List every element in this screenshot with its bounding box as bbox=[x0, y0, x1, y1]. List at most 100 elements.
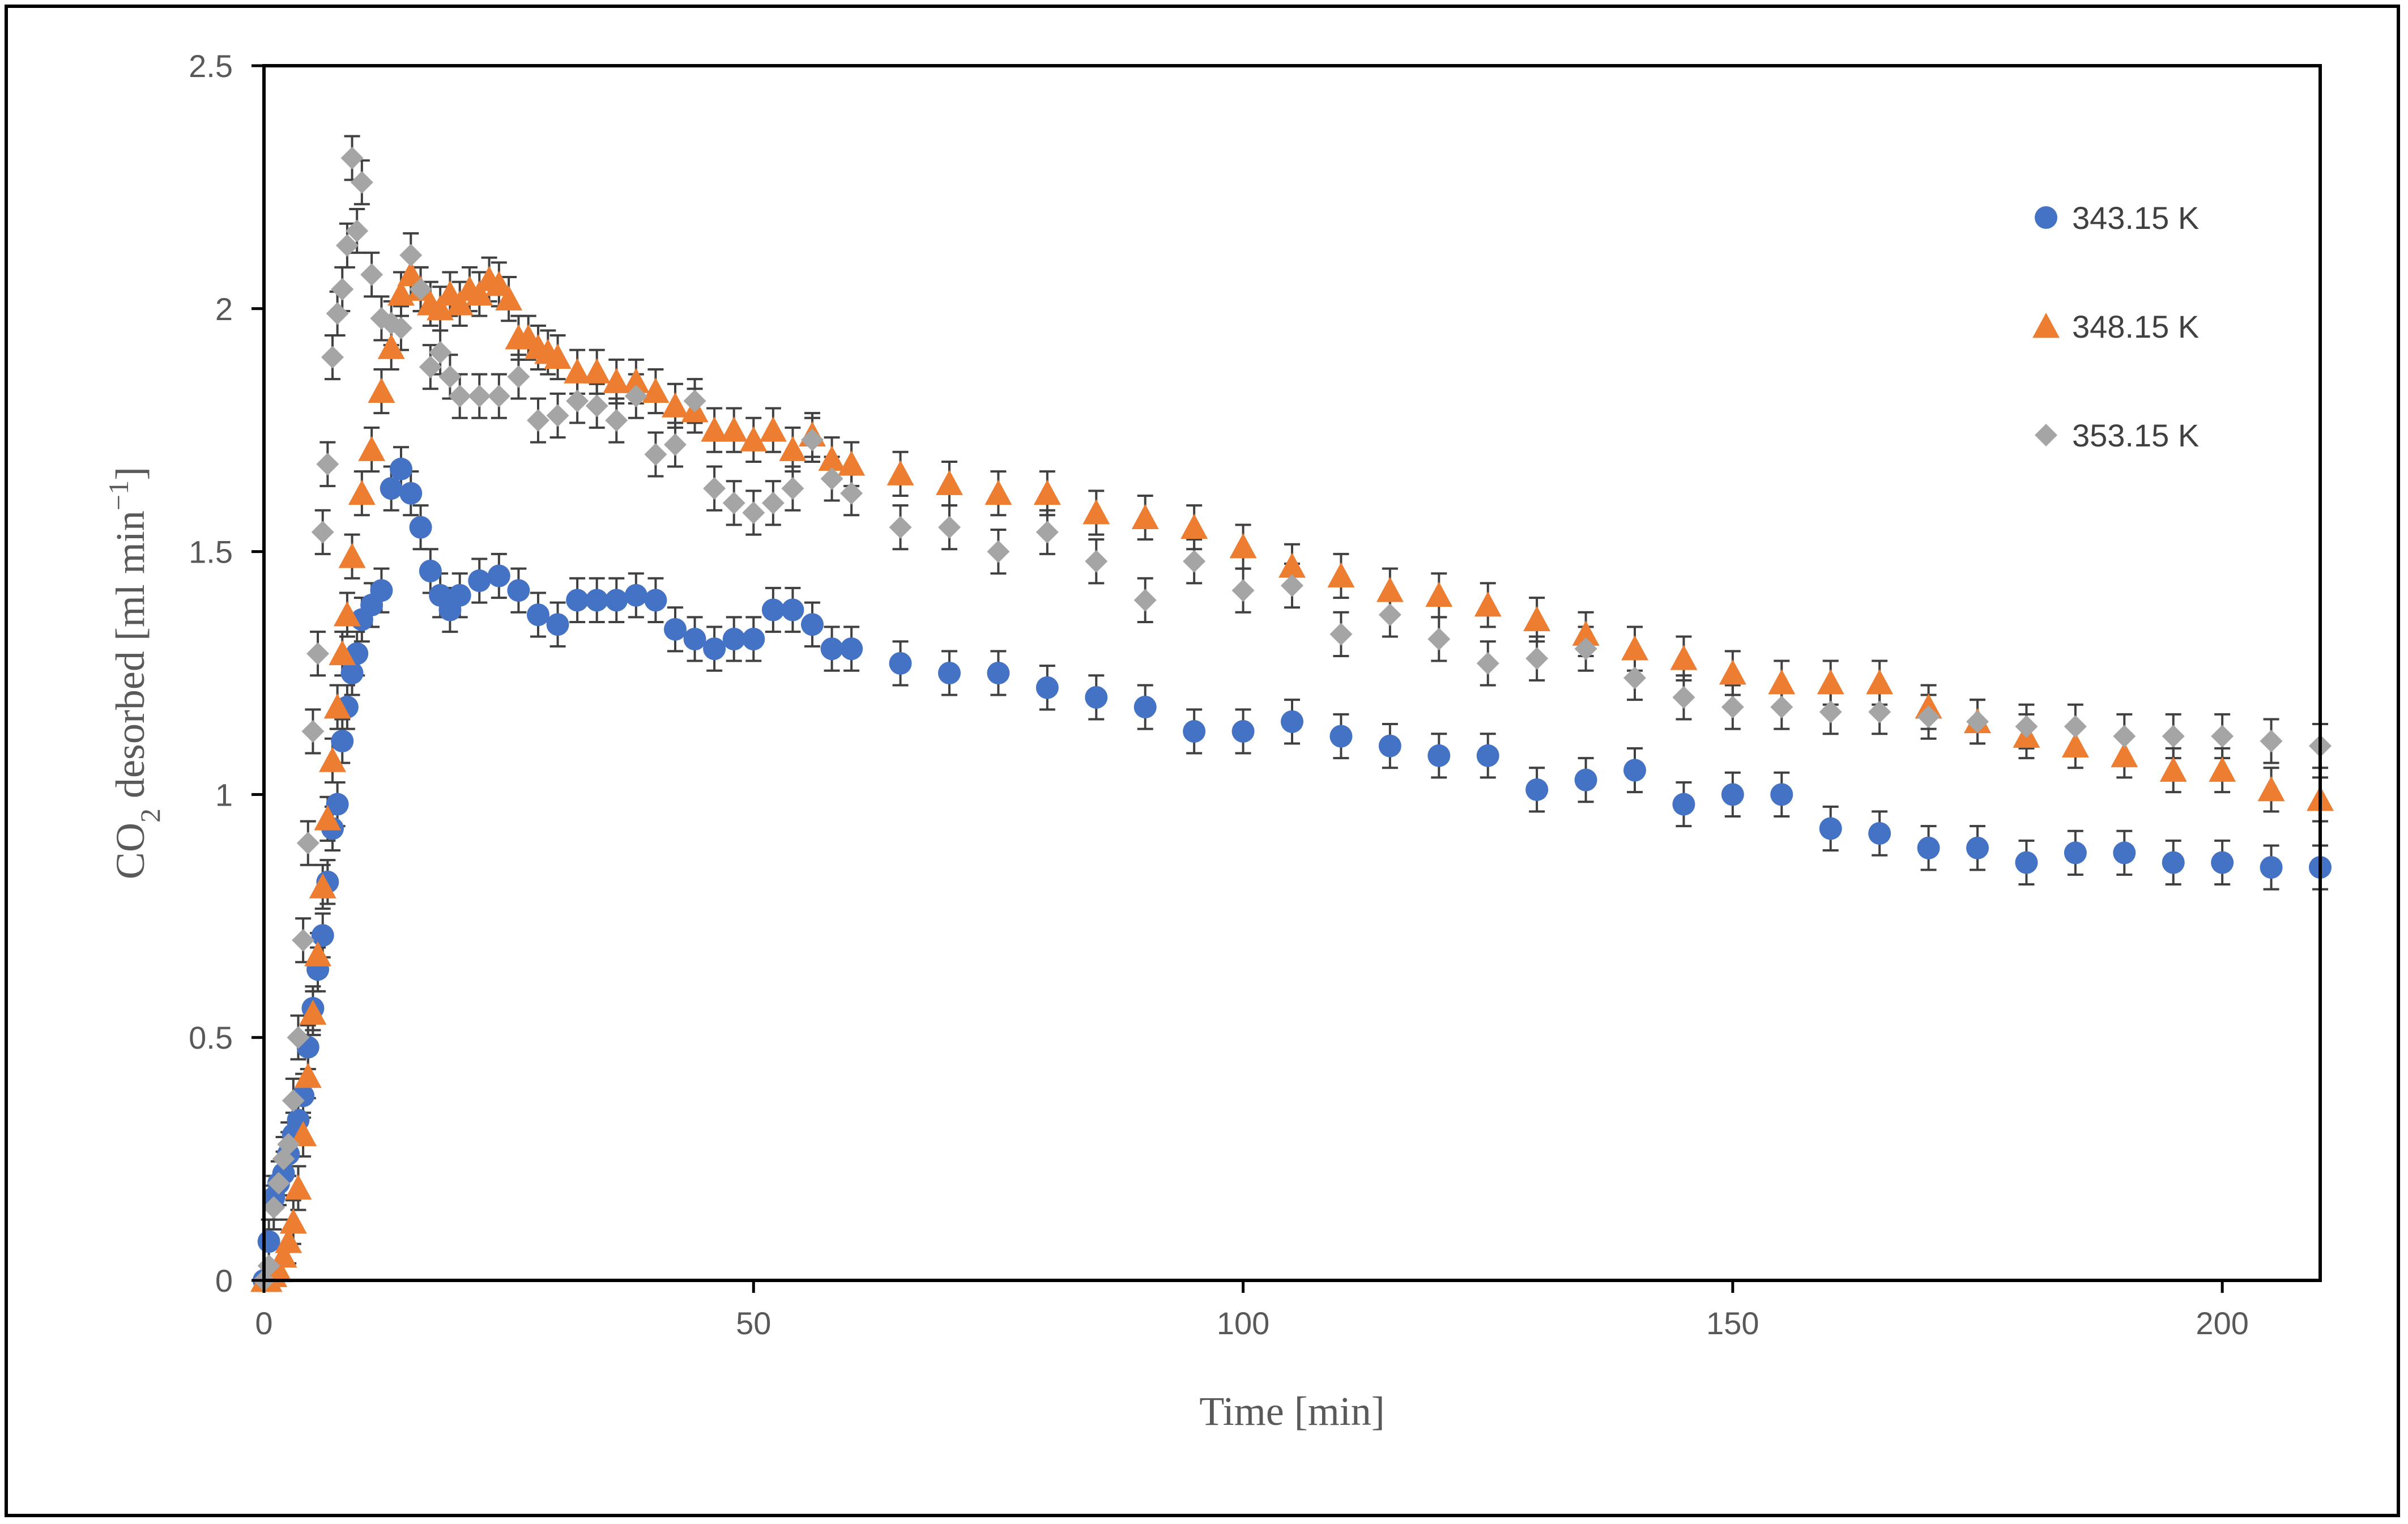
data-point bbox=[644, 443, 667, 466]
data-point bbox=[1278, 552, 1306, 578]
data-point bbox=[485, 270, 513, 296]
data-point bbox=[306, 642, 330, 665]
data-point bbox=[603, 368, 630, 393]
data-point bbox=[1427, 627, 1451, 650]
data-point bbox=[887, 460, 914, 486]
y-tick-label: 1.5 bbox=[189, 534, 233, 570]
data-point bbox=[314, 805, 342, 831]
data-point bbox=[321, 346, 344, 369]
data-point bbox=[820, 637, 843, 661]
data-point bbox=[1183, 720, 1206, 743]
data-point bbox=[2061, 732, 2089, 758]
data-point bbox=[265, 1257, 292, 1283]
data-point bbox=[1035, 521, 1059, 544]
data-point bbox=[1329, 725, 1353, 748]
data-point bbox=[761, 491, 785, 514]
legend-label: 348.15 K bbox=[2072, 309, 2199, 344]
data-point bbox=[409, 278, 432, 301]
data-point bbox=[644, 589, 667, 612]
data-point bbox=[1623, 759, 1646, 782]
data-point bbox=[409, 516, 432, 539]
data-point bbox=[838, 450, 866, 476]
data-point bbox=[840, 637, 863, 661]
series-348-15-K bbox=[250, 261, 2334, 1292]
x-tick-label: 150 bbox=[1706, 1305, 1759, 1341]
data-point bbox=[742, 627, 765, 650]
data-point bbox=[331, 278, 354, 301]
data-point bbox=[2162, 725, 2185, 748]
data-point bbox=[2162, 851, 2185, 874]
data-point bbox=[1572, 620, 1600, 646]
data-point bbox=[296, 832, 319, 855]
data-point bbox=[1085, 550, 1108, 573]
data-point bbox=[1133, 696, 1157, 719]
data-point bbox=[468, 569, 491, 593]
y-tick-label: 1 bbox=[215, 777, 233, 812]
data-point bbox=[1281, 710, 1303, 733]
legend: 343.15 K 348.15 K 353.15 K bbox=[2032, 200, 2199, 453]
legend-label: 343.15 K bbox=[2072, 200, 2199, 236]
y-tick-label: 2.5 bbox=[189, 48, 233, 84]
data-point bbox=[566, 589, 589, 612]
data-point bbox=[1966, 836, 1989, 859]
axes bbox=[252, 64, 2322, 1293]
data-point bbox=[703, 477, 726, 500]
data-point bbox=[701, 416, 728, 442]
data-point bbox=[527, 603, 549, 627]
data-point bbox=[331, 730, 354, 753]
data-point bbox=[335, 234, 359, 257]
data-point bbox=[1819, 817, 1842, 840]
data-point bbox=[487, 564, 510, 588]
data-point bbox=[1425, 581, 1453, 607]
data-point bbox=[333, 601, 361, 627]
data-point bbox=[340, 146, 364, 169]
data-point bbox=[397, 261, 425, 287]
data-point bbox=[507, 365, 530, 388]
data-point bbox=[546, 613, 569, 636]
data-point bbox=[820, 467, 843, 490]
data-point bbox=[779, 436, 807, 461]
data-point bbox=[419, 559, 442, 582]
data-point bbox=[759, 416, 787, 442]
data-point bbox=[301, 720, 325, 743]
data-point bbox=[1376, 577, 1404, 602]
data-point bbox=[360, 263, 383, 286]
data-point bbox=[326, 793, 349, 816]
data-point bbox=[468, 385, 491, 408]
data-point bbox=[289, 1121, 317, 1147]
legend-marker bbox=[2032, 313, 2060, 338]
data-point bbox=[299, 999, 327, 1025]
data-point bbox=[1327, 562, 1355, 588]
data-point bbox=[277, 1133, 300, 1156]
data-point bbox=[840, 482, 863, 505]
data-point bbox=[2260, 856, 2283, 879]
y-axis-title: CO2 desorbed [ml min−1] bbox=[103, 467, 166, 879]
data-point bbox=[664, 618, 687, 641]
data-point bbox=[311, 521, 334, 544]
data-point bbox=[507, 579, 530, 602]
data-point bbox=[323, 693, 351, 719]
data-point bbox=[605, 409, 628, 432]
data-point bbox=[1131, 504, 1159, 529]
data-point bbox=[624, 385, 647, 408]
data-point bbox=[938, 662, 961, 684]
data-point bbox=[546, 404, 569, 427]
data-point bbox=[257, 1230, 280, 1253]
y-tick-label: 0 bbox=[215, 1263, 233, 1299]
y-tick-label: 0.5 bbox=[189, 1020, 233, 1055]
data-point bbox=[2111, 742, 2138, 768]
data-point bbox=[348, 479, 376, 505]
data-point bbox=[664, 433, 687, 456]
x-tick-label: 200 bbox=[2196, 1305, 2248, 1341]
data-point bbox=[1917, 836, 1940, 859]
y-tick-label: 2 bbox=[215, 291, 233, 327]
data-point bbox=[781, 477, 804, 500]
data-point bbox=[2211, 851, 2234, 874]
data-point bbox=[527, 409, 549, 432]
data-point bbox=[294, 1062, 322, 1088]
data-point bbox=[801, 613, 824, 636]
data-point bbox=[1917, 705, 1940, 729]
data-markers bbox=[250, 146, 2334, 1292]
data-point bbox=[2113, 725, 2136, 748]
chart-frame: 0 50 100 150 200 0 0.5 1 1.5 2 2.5 Time [min] CO2 … bbox=[5, 5, 2400, 1517]
